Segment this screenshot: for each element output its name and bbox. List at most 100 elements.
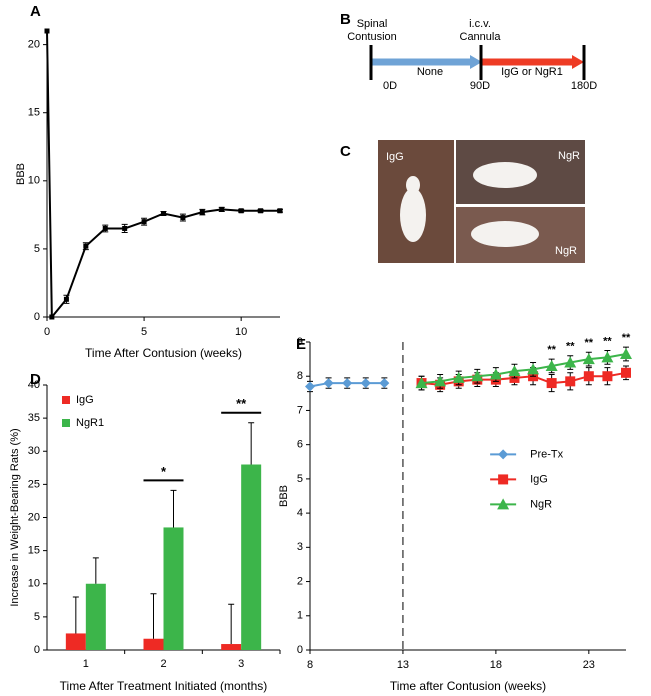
- marker: [83, 243, 89, 249]
- legend-label: IgG: [76, 394, 94, 406]
- marker: [360, 378, 371, 389]
- x-tick-label: 8: [307, 659, 313, 671]
- significance: **: [622, 332, 631, 344]
- label-line: Cannula: [460, 31, 502, 43]
- y-tick-label: 40: [28, 379, 40, 391]
- marker: [621, 367, 631, 378]
- panel-letter: A: [30, 3, 41, 20]
- x-tick-label: 3: [238, 658, 244, 670]
- y-tick-label: 25: [28, 478, 40, 490]
- y-tick-label: 4: [297, 507, 303, 519]
- y-tick-label: 5: [297, 473, 303, 485]
- chart: D 0 5 10 15 20 25 30 35 40 Increase in Weight-Bear…: [9, 371, 281, 693]
- legend-label: NgR: [530, 498, 552, 510]
- x-tick-label: 2: [160, 658, 166, 670]
- bar: [221, 644, 242, 650]
- label-line: i.c.v.: [469, 18, 491, 30]
- x-tick-label: 5: [141, 326, 147, 338]
- error-bar: [170, 489, 177, 528]
- x-axis-label: Time After Contusion (weeks): [85, 346, 242, 360]
- marker: [497, 498, 510, 510]
- marker: [238, 208, 244, 214]
- legend-label: Pre-Tx: [530, 448, 564, 460]
- rat: [471, 221, 539, 247]
- error-bar: [92, 557, 99, 584]
- marker: [583, 371, 594, 382]
- line: [421, 352, 627, 385]
- marker: [545, 359, 558, 371]
- marker: [219, 206, 225, 212]
- y-tick-label: 10: [28, 578, 40, 590]
- bar: [163, 527, 184, 650]
- y-tick-label: 1: [297, 610, 303, 622]
- x-tick-label: 23: [583, 659, 595, 671]
- y-tick-label: 5: [34, 243, 40, 255]
- legend-swatch: [62, 419, 70, 427]
- timeline-label: Spinal Contusion: [347, 18, 397, 43]
- error-bar: [150, 593, 157, 639]
- legend-swatch: [62, 396, 70, 404]
- significance: **: [603, 335, 612, 347]
- x-tick-label: 10: [235, 326, 247, 338]
- phase: IgG or NgR1: [501, 66, 563, 78]
- bar: [85, 583, 106, 650]
- marker: [434, 375, 447, 387]
- marker: [527, 363, 540, 375]
- rat: [400, 188, 426, 242]
- marker: [498, 474, 509, 485]
- y-tick-label: 8: [297, 370, 303, 382]
- x-tick-label: 1: [83, 658, 89, 670]
- marker: [258, 208, 264, 214]
- legend-label: IgG: [530, 473, 548, 485]
- marker: [602, 371, 613, 382]
- panel-letter: B: [340, 11, 351, 28]
- marker: [44, 28, 50, 34]
- marker: [342, 378, 353, 389]
- tick: 90D: [470, 80, 490, 92]
- y-axis-label: Increase in Weight-Bearing Rats (%): [9, 428, 21, 606]
- panel-letter: D: [30, 371, 41, 388]
- y-tick-label: 7: [297, 404, 303, 416]
- significance: **: [566, 341, 575, 353]
- error-line: [170, 489, 177, 528]
- y-tick-label: 0: [297, 644, 303, 656]
- significance: **: [585, 337, 594, 349]
- panel-c: C IgG NgR NgR: [340, 140, 585, 263]
- error-bar: [72, 596, 79, 634]
- marker: [277, 208, 283, 214]
- significance: **: [236, 396, 247, 411]
- y-tick-label: 20: [28, 511, 40, 523]
- label-line: Contusion: [347, 31, 397, 43]
- x-tick-label: 0: [44, 326, 50, 338]
- marker: [498, 449, 509, 460]
- marker: [199, 209, 205, 215]
- bar: [241, 464, 262, 650]
- error-bar: [228, 603, 235, 645]
- y-tick-label: 15: [28, 545, 40, 557]
- error-line: [72, 596, 79, 634]
- marker: [49, 314, 55, 320]
- significance: *: [161, 464, 167, 479]
- marker: [565, 376, 576, 387]
- marker: [601, 351, 614, 363]
- marker: [471, 370, 484, 382]
- error-line: [92, 557, 99, 584]
- photo-label: NgR: [558, 150, 580, 162]
- y-tick-label: 30: [28, 445, 40, 457]
- y-tick-label: 5: [34, 611, 40, 623]
- y-tick-label: 6: [297, 439, 303, 451]
- marker: [161, 210, 166, 216]
- label-line: Spinal: [357, 18, 388, 30]
- y-axis-label: BBB: [278, 485, 290, 507]
- chart: A 0 5 10 15 20 BBB Time After Contusion (weeks)…: [15, 3, 283, 360]
- x-tick-label: 13: [397, 659, 409, 671]
- error-line: [228, 603, 235, 645]
- tick: 180D: [571, 80, 597, 92]
- line: [46, 30, 280, 320]
- error-bar: [248, 422, 255, 465]
- error-line: [150, 593, 157, 639]
- marker: [489, 368, 502, 380]
- marker: [582, 353, 595, 365]
- marker: [141, 219, 147, 225]
